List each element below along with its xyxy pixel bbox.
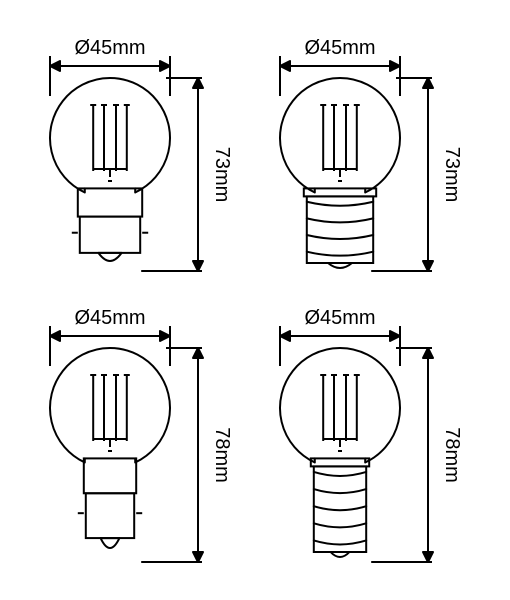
- diameter-label: Ø45mm: [304, 307, 375, 329]
- bulb-b22: Ø45mm 73mm: [50, 37, 233, 271]
- bulb-e14: Ø45mm 78mm: [280, 307, 463, 562]
- diameter-label: Ø45mm: [74, 37, 145, 59]
- bulb-e27: Ø45mm 73mm: [280, 37, 463, 271]
- height-label: 78mm: [441, 427, 463, 483]
- bulb-b15: Ø45mm 78mm: [50, 307, 233, 562]
- bulb-dimension-diagram: Ø45mm 73mm Ø45mm 73mm Ø45mm 78mm Ø45mm 78mm: [0, 0, 510, 600]
- height-label: 78mm: [211, 427, 233, 483]
- height-label: 73mm: [211, 147, 233, 203]
- diameter-label: Ø45mm: [304, 37, 375, 59]
- height-label: 73mm: [441, 147, 463, 203]
- diameter-label: Ø45mm: [74, 307, 145, 329]
- diagram-svg: Ø45mm 73mm Ø45mm 73mm Ø45mm 78mm Ø45mm 78mm: [0, 0, 510, 600]
